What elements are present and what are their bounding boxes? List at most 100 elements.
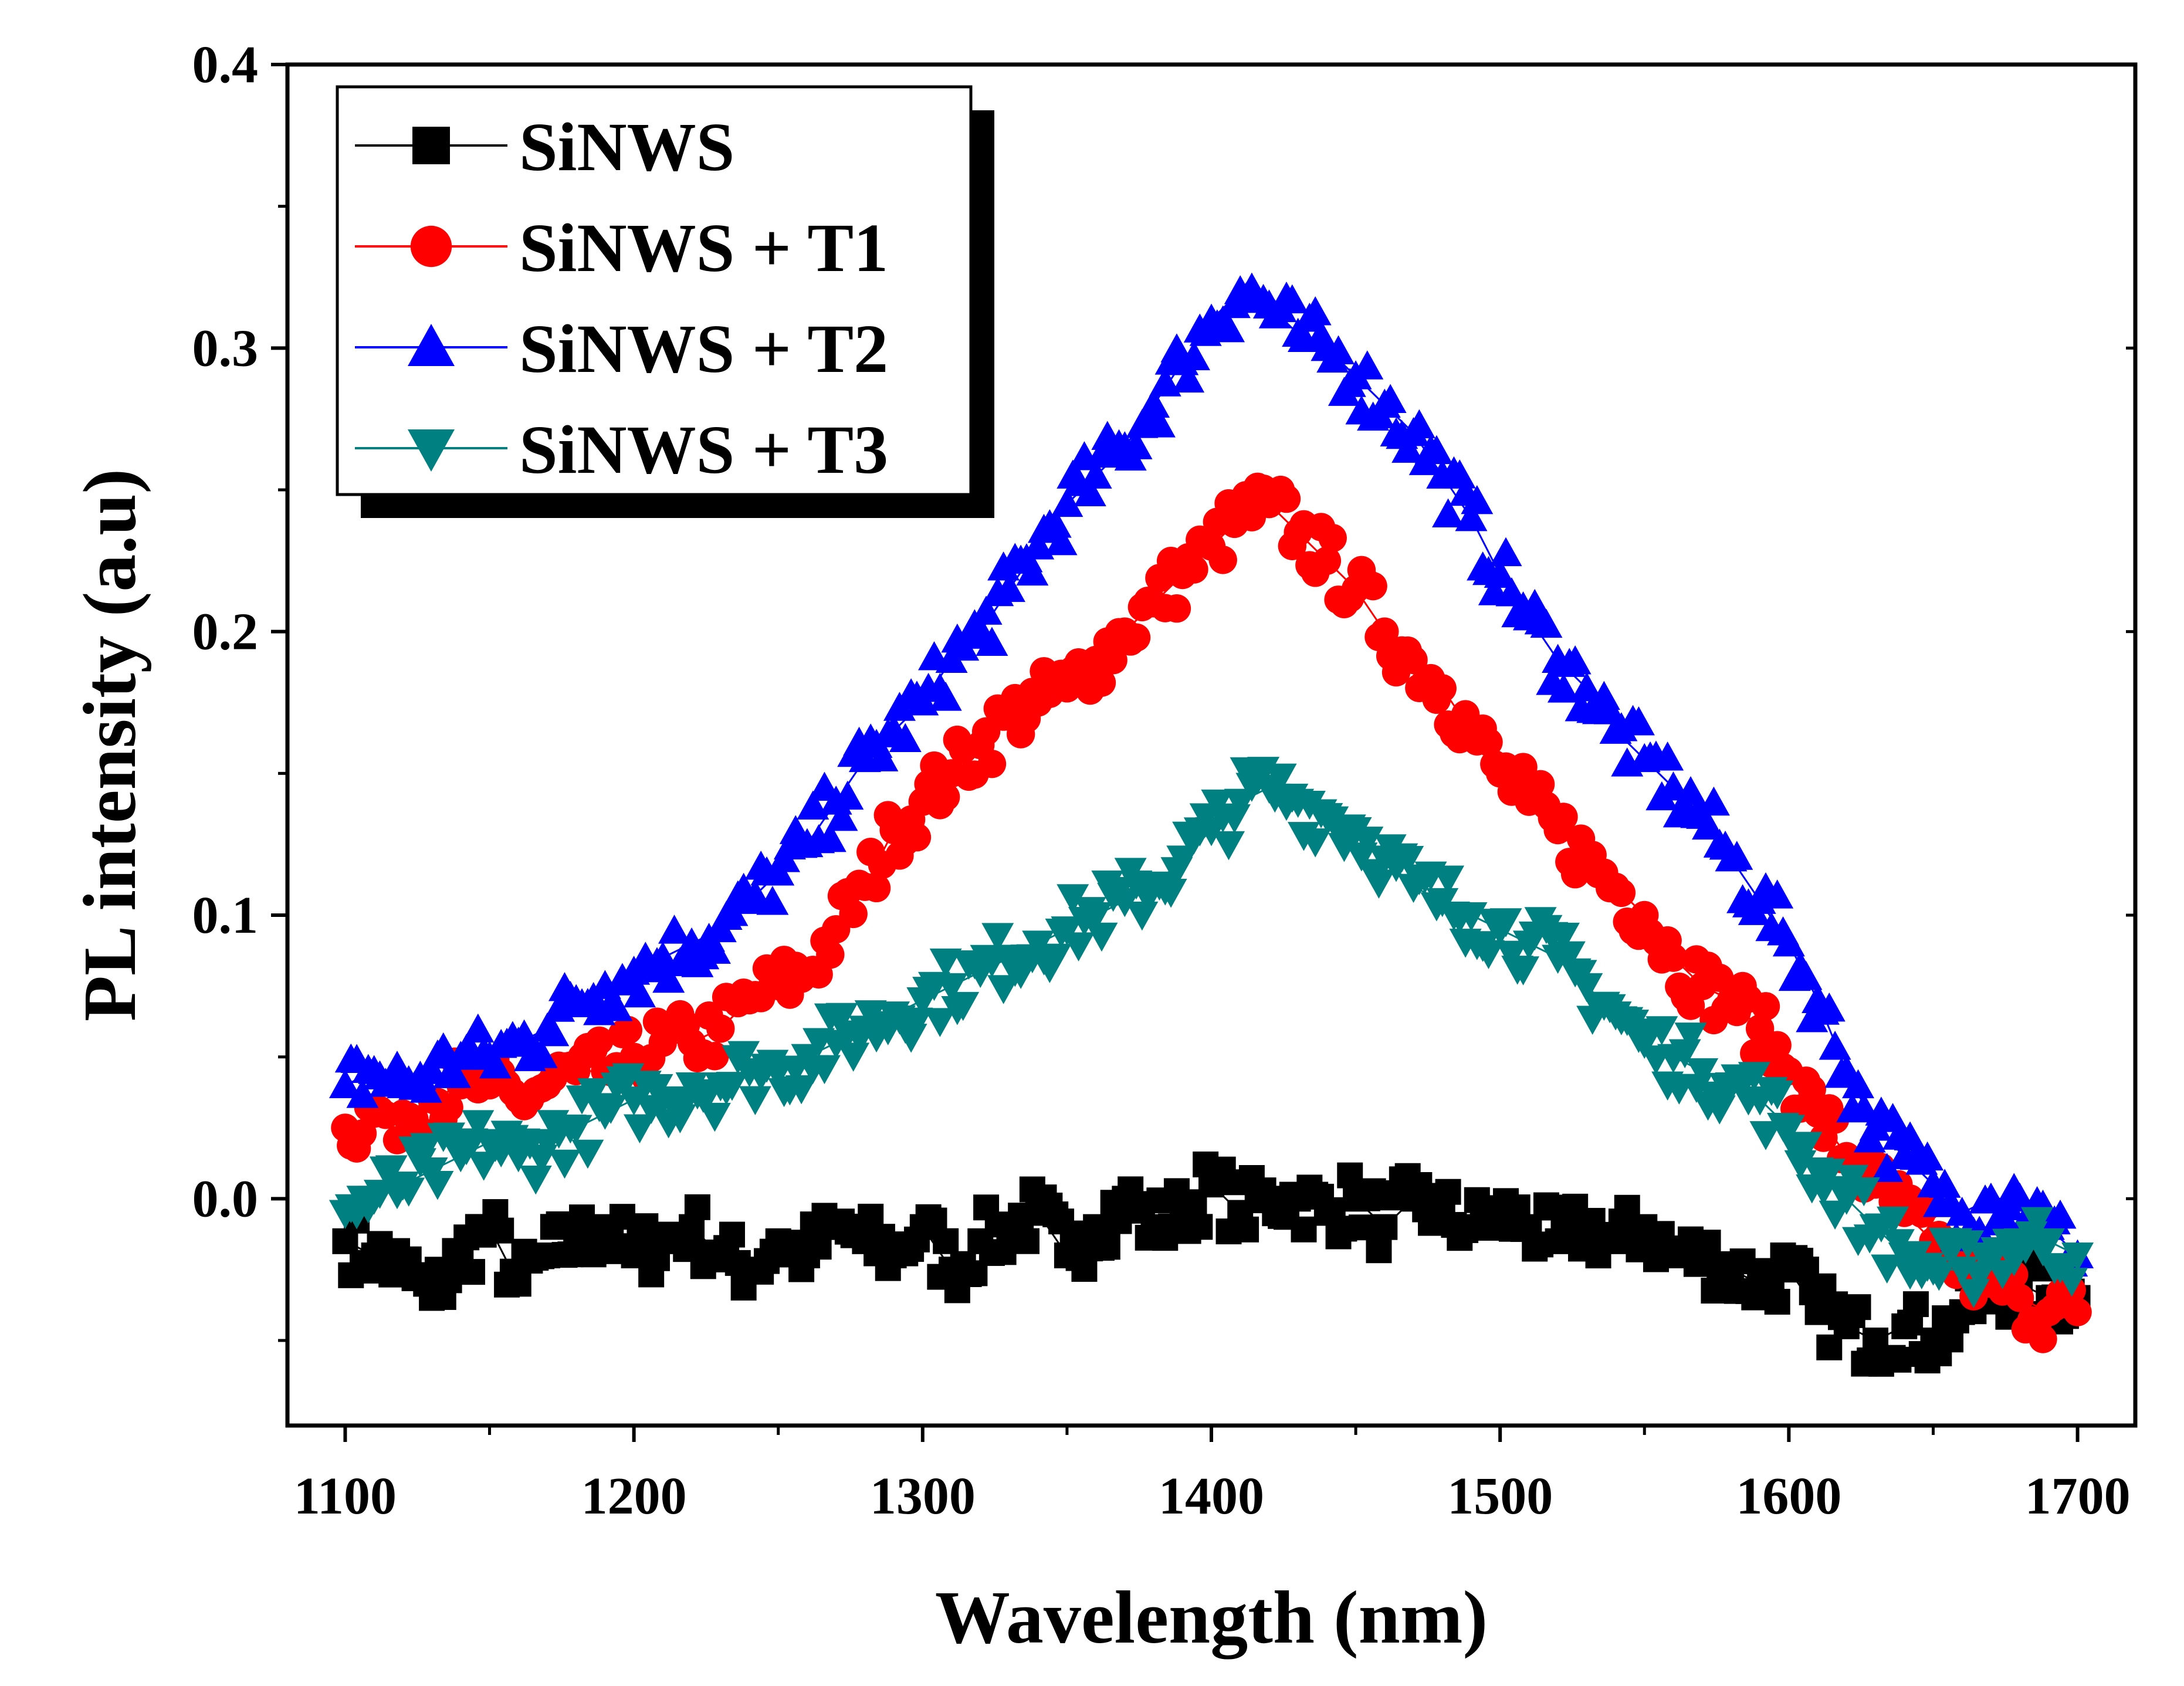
data-point-dense (1790, 960, 1823, 990)
y-tick-label: 0.3 (192, 319, 259, 377)
data-point-dense (1692, 810, 1725, 840)
data-point-dense (1391, 434, 1424, 463)
data-point-dense (2044, 1199, 2077, 1229)
data-point-dense (1177, 341, 1210, 371)
data-point-dense (947, 991, 980, 1021)
data-point (1370, 617, 1399, 646)
legend-label: SiNWS + T1 (519, 209, 888, 286)
data-point-dense (1094, 1234, 1120, 1260)
x-tick-label: 1300 (870, 1467, 976, 1525)
data-point-dense (1126, 901, 1159, 931)
data-point-dense (1607, 878, 1636, 908)
data-point (646, 942, 679, 971)
y-tick-label: 0.0 (192, 1170, 259, 1228)
data-point-dense (1547, 673, 1580, 703)
data-point-dense (1318, 523, 1347, 553)
legend-marker (410, 225, 452, 268)
data-point-dense (1593, 695, 1626, 724)
data-point-dense (1729, 1248, 1756, 1275)
data-point-dense (716, 897, 749, 926)
data-point-dense (727, 1041, 760, 1071)
x-tick-label: 1600 (1736, 1467, 1841, 1525)
data-point-dense (571, 1139, 604, 1169)
data-point-dense (931, 783, 960, 811)
data-point (1659, 943, 1688, 972)
y-axis-title: PL intensity (a.u) (68, 469, 151, 1021)
data-point-dense (1553, 941, 1586, 971)
data-point-dense (1651, 741, 1684, 771)
data-point-dense (462, 1110, 495, 1139)
data-point-dense (1359, 571, 1387, 601)
data-point-dense (797, 790, 829, 820)
data-point-dense (1738, 1062, 1770, 1091)
data-point-dense (1057, 884, 1089, 913)
data-point-dense (392, 1177, 425, 1207)
data-point-dense (1509, 753, 1538, 781)
data-point-dense (831, 780, 864, 810)
legend-marker (408, 429, 455, 472)
x-tick-label: 1500 (1447, 1467, 1553, 1525)
data-point-dense (1894, 1121, 1926, 1151)
data-point-dense (1813, 992, 1846, 1022)
data-point (1772, 927, 1805, 957)
data-point-dense (987, 975, 1020, 1004)
data-point (505, 1271, 531, 1297)
data-point-dense (1489, 908, 1522, 937)
data-point-dense (1530, 608, 1563, 638)
data-point-dense (1180, 555, 1208, 584)
data-point-dense (1432, 498, 1465, 527)
data-point-dense (1877, 1103, 1909, 1132)
data-point-dense (600, 992, 633, 1021)
data-point-dense (1764, 1288, 1790, 1315)
data-point-dense (785, 1075, 818, 1105)
data-point-dense (684, 1194, 710, 1220)
data-point-dense (698, 1102, 731, 1132)
data-point-dense (1087, 668, 1116, 697)
data-point-dense (537, 1017, 570, 1047)
data-point-dense (569, 1204, 595, 1231)
data-point-dense (1039, 943, 1072, 973)
data-point-dense (1695, 1230, 1721, 1256)
data-point-dense (756, 886, 789, 915)
data-point-dense (837, 1042, 870, 1072)
y-tick-label: 0.2 (192, 603, 259, 661)
data-point-dense (1697, 786, 1730, 816)
data-point-dense (409, 1133, 442, 1162)
data-point-dense (1507, 956, 1540, 986)
data-point-dense (614, 1015, 642, 1045)
data-point-dense (1871, 1153, 1904, 1182)
data-point-dense (1187, 1214, 1213, 1240)
legend-label: SiNWS (519, 109, 734, 185)
data-point-dense (1790, 1132, 1823, 1161)
data-point-dense (1645, 1016, 1678, 1045)
data-point-dense (1847, 1177, 1880, 1207)
data-point-dense (2056, 1268, 2088, 1297)
data-point-dense (1911, 1141, 1944, 1171)
x-tick-label: 1200 (581, 1467, 687, 1525)
data-point-dense (1299, 296, 1332, 326)
data-point-dense (1877, 1206, 1909, 1236)
data-point-dense (1472, 940, 1505, 969)
data-point-dense (1276, 284, 1309, 314)
data-point (1051, 487, 1083, 517)
data-point-dense (1085, 922, 1118, 952)
data-point-dense (933, 1228, 959, 1254)
data-point-dense (929, 948, 962, 978)
data-point-dense (1264, 763, 1297, 793)
data-point-dense (1208, 546, 1237, 574)
data-point-dense (981, 923, 1014, 952)
data-point (1428, 674, 1457, 703)
legend-entry: SiNWS + T1 (355, 209, 888, 286)
data-point-dense (468, 1152, 500, 1181)
data-point-dense (1885, 1346, 1912, 1373)
data-point-dense (427, 1032, 460, 1062)
data-point-dense (1819, 1030, 1851, 1060)
data-point-dense (1797, 1075, 1826, 1104)
data-point-dense (700, 1042, 729, 1071)
data-point-dense (438, 1059, 471, 1088)
legend-marker (408, 324, 455, 366)
data-point (1946, 1197, 1979, 1226)
series-sinws-t3 (329, 757, 2094, 1308)
data-point (560, 1115, 592, 1144)
data-point-dense (716, 1072, 749, 1101)
